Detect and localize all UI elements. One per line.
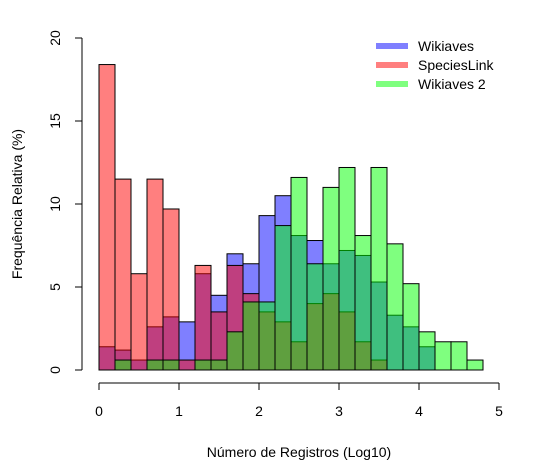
series-2-bar-2	[114, 178, 132, 371]
series-2-bar-4	[146, 178, 164, 371]
x-axis-title: Número de Registros (Log10)	[207, 444, 391, 460]
y-axis-ticks: 0 5 10 15 20	[47, 30, 82, 374]
y-tick-label: 10	[47, 196, 63, 212]
x-tick-label: 4	[415, 403, 423, 419]
axes: 0 1 2 3 4 5 0 5 10 15 20	[47, 30, 503, 419]
x-tick-label: 1	[175, 403, 183, 419]
series-2-bar-1	[98, 64, 116, 371]
series-3-bar-22	[450, 341, 468, 371]
series-3-bar-21	[434, 341, 452, 371]
y-tick-label: 20	[47, 30, 63, 46]
series-2-bar-5	[162, 208, 180, 371]
series-3-bar-23	[466, 359, 484, 371]
series-3-bar-10	[258, 301, 276, 371]
series-3-bar-20	[418, 331, 436, 371]
series-3-bar-18	[386, 243, 404, 371]
series-3-bar-11	[274, 225, 292, 371]
y-tick-label: 0	[47, 366, 63, 374]
legend: Wikiaves SpeciesLink Wikiaves 2	[376, 38, 494, 92]
legend-label-1: Wikiaves	[418, 38, 474, 54]
series-3-bar-3	[146, 359, 164, 371]
series-3-bar-12	[290, 176, 308, 371]
x-tick-label: 5	[495, 403, 503, 419]
histogram-bars	[98, 64, 484, 371]
series-3-bar-6	[194, 359, 212, 371]
series-2-bar-7	[194, 264, 212, 371]
series-3-bar-19	[402, 283, 420, 371]
series-3-bar-13	[306, 263, 324, 371]
series-2-bar-3	[130, 273, 148, 371]
y-axis-title: Frequência Relativa (%)	[9, 129, 25, 279]
y-tick-label: 15	[47, 113, 63, 129]
x-axis-ticks: 0 1 2 3 4 5	[95, 383, 503, 419]
series-3-bar-14	[322, 186, 340, 371]
series-2-bar-6	[178, 359, 196, 371]
legend-label-2: SpeciesLink	[418, 57, 494, 73]
x-tick-label: 2	[255, 403, 263, 419]
x-tick-label: 0	[95, 403, 103, 419]
series-3-bar-15	[338, 166, 356, 371]
series-3-bar-7	[210, 359, 228, 371]
legend-label-3: Wikiaves 2	[418, 76, 486, 92]
series-3-bar-16	[354, 235, 372, 371]
series-3-bars	[114, 166, 484, 371]
x-tick-label: 3	[335, 403, 343, 419]
series-3-bar-9	[242, 301, 260, 371]
series-3-bar-1	[114, 359, 132, 371]
series-3-bar-17	[370, 166, 388, 371]
series-3-bar-4	[162, 359, 180, 371]
y-tick-label: 5	[47, 283, 63, 291]
series-3-bar-8	[226, 331, 244, 371]
